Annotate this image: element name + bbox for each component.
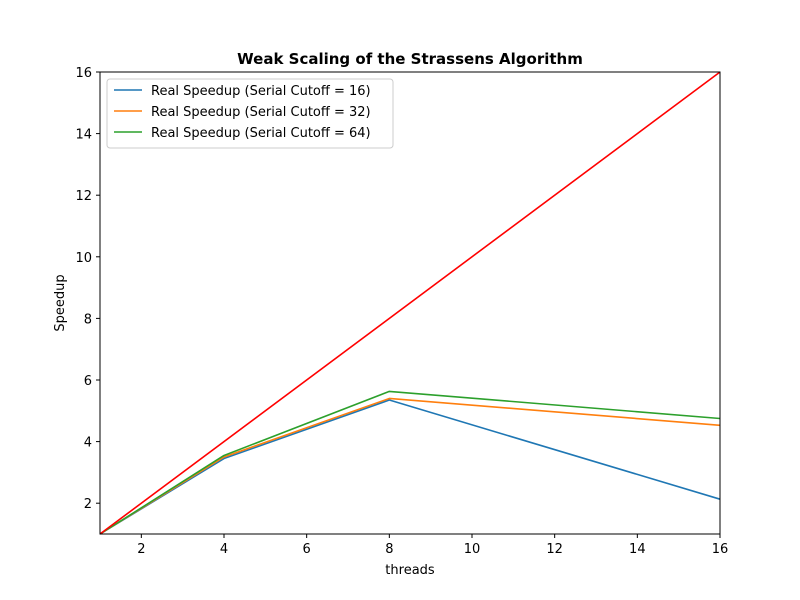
x-axis-label: threads [385,563,435,578]
y-tick-label: 6 [84,374,92,389]
legend-box [106,78,394,149]
y-tick-label: 12 [75,189,92,204]
x-tick-label: 12 [546,542,563,557]
x-tick-label: 2 [137,542,145,557]
x-tick-label: 16 [712,542,729,557]
y-tick-label: 10 [75,251,92,266]
x-tick-label: 8 [385,542,393,557]
plot-frame [99,71,721,535]
series-layer [99,71,721,535]
legend-label: Real Speedup (Serial Cutoff = 64) [151,126,371,141]
y-tick-label: 16 [75,66,92,81]
y-axis-label: Speedup [53,274,68,331]
y-tick-label: 4 [84,436,92,451]
ticks-layer: 2 4 6 8 10 12 14 16 2 4 6 8 10 12 14 16 [75,66,728,557]
chart-title: Weak Scaling of the Strassens Algorithm [237,50,583,68]
y-tick-label: 2 [84,497,92,512]
legend: Real Speedup (Serial Cutoff = 16) Real Sp… [106,78,394,149]
y-tick-label: 8 [84,312,92,327]
series-line-3 [99,390,721,535]
x-tick-label: 6 [303,542,311,557]
x-tick-label: 14 [629,542,646,557]
legend-label: Real Speedup (Serial Cutoff = 32) [151,105,371,120]
x-tick-label: 4 [220,542,228,557]
legend-label: Real Speedup (Serial Cutoff = 16) [151,84,371,99]
x-tick-label: 10 [464,542,481,557]
y-tick-label: 14 [75,128,92,143]
series-line-4 [99,71,721,535]
